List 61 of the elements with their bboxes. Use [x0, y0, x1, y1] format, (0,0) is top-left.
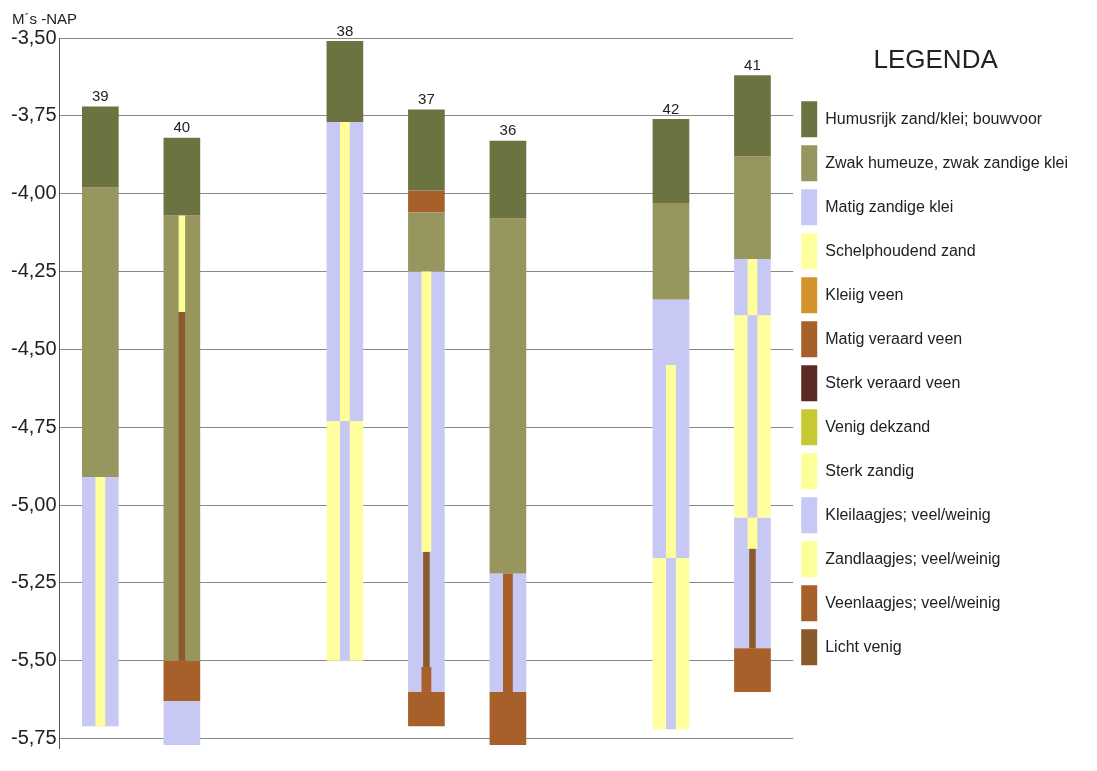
bar	[421, 271, 432, 552]
y-tick-label: -3,50	[10, 25, 57, 48]
y-tick-label: -4,00	[10, 181, 57, 204]
bar	[734, 156, 771, 260]
bar	[340, 122, 350, 422]
legend-label: Licht venig	[825, 637, 902, 655]
bar	[734, 75, 771, 157]
legend-label: Venig dekzand	[825, 417, 931, 435]
legend-label: Schelphoudend zand	[825, 241, 976, 259]
legend-label: Matig zandige klei	[825, 197, 954, 215]
bar	[163, 137, 201, 216]
bar	[408, 212, 445, 272]
bar	[666, 558, 676, 730]
legend-label: Zandlaagjes; veel/weinig	[825, 549, 1001, 567]
y-tick-label: -4,25	[10, 259, 57, 282]
legend-label: Sterk zandig	[825, 461, 915, 479]
x-tick-label: 39	[92, 87, 109, 105]
y-tick-label: -3,75	[10, 103, 57, 126]
bar	[734, 648, 771, 692]
bar	[747, 315, 758, 518]
bar	[178, 312, 186, 661]
legend-label: Kleilaagjes; veel/weinig	[825, 505, 991, 523]
bar	[178, 215, 186, 313]
y-tick-label: -5,25	[10, 570, 57, 593]
bar	[489, 218, 527, 574]
bar	[489, 140, 527, 219]
bar	[666, 364, 676, 559]
legend-label: Zwak humeuze, zwak zandige klei	[825, 153, 1068, 171]
bar	[340, 421, 350, 661]
x-tick-label: 38	[336, 21, 354, 39]
legend-label: Matig veraard veen	[825, 329, 963, 347]
bar	[423, 551, 430, 668]
x-tick-label: 42	[662, 99, 680, 117]
x-tick-label: 41	[744, 56, 761, 74]
bar	[747, 259, 758, 316]
bar	[749, 548, 756, 649]
y-tick-label: -4,75	[10, 414, 57, 437]
bar	[652, 203, 690, 300]
x-tick-label: 40	[173, 118, 191, 136]
x-tick-label: 36	[499, 121, 517, 139]
legend-title: LEGENDA	[873, 44, 999, 75]
bar	[326, 41, 364, 123]
bar	[82, 106, 119, 188]
bar	[747, 517, 758, 549]
bar	[163, 701, 201, 745]
y-tick-label: -5,50	[10, 648, 57, 671]
bar	[163, 660, 201, 702]
x-tick-label: 37	[418, 90, 435, 108]
bar	[82, 187, 119, 478]
bar	[95, 477, 106, 727]
y-tick-label: -5,75	[10, 726, 57, 749]
legend-label: Veenlaagjes; veel/weinig	[825, 593, 1001, 611]
bar	[408, 109, 445, 191]
y-tick-label: -5,00	[10, 492, 57, 515]
bar	[652, 118, 690, 204]
legend-label: Sterk veraard veen	[825, 373, 961, 391]
y-tick-label: -4,50	[10, 336, 57, 359]
bar	[408, 190, 445, 213]
legend-label: Kleiig veen	[825, 285, 904, 303]
y-axis-title: M´s -NAP	[12, 9, 77, 27]
legend-label: Humusrijk zand/klei; bouwvoor	[825, 109, 1043, 127]
